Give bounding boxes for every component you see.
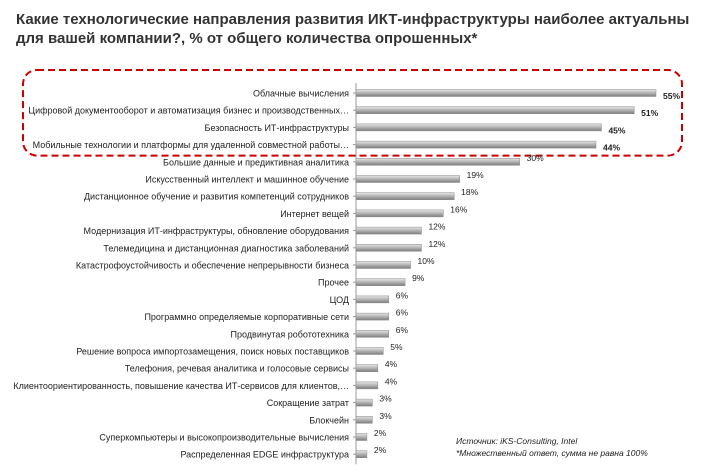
value-label: 19% [467, 170, 484, 180]
bar [355, 209, 444, 218]
value-label: 3% [379, 411, 392, 421]
bar [355, 450, 368, 458]
bar [355, 123, 602, 132]
category-label: Продвинутая робототехника [231, 329, 349, 339]
category-label: ЦОД [330, 295, 349, 305]
bar [355, 278, 406, 286]
value-label: 30% [527, 153, 544, 163]
category-label: Катастрофоустойчивость и обеспечение неп… [76, 261, 349, 271]
value-label: 6% [396, 290, 409, 300]
bar [355, 158, 520, 166]
category-label: Суперкомпьютеры и высокопроизводительные… [99, 433, 349, 443]
bar [355, 330, 389, 338]
bar [355, 226, 422, 235]
category-label: Решение вопроса импортозамещения, поиск … [76, 347, 349, 357]
category-label: Прочее [318, 278, 349, 288]
category-label: Клиентоориентированность, повышение каче… [13, 381, 349, 391]
category-label: Сокращение затрат [267, 398, 349, 408]
bar [355, 140, 597, 149]
value-label: 2% [374, 445, 387, 455]
bar [355, 192, 455, 200]
value-label: 9% [412, 273, 425, 283]
chart-title: Какие технологические направления развит… [16, 11, 690, 47]
value-label: 51% [641, 108, 658, 118]
source-note: Источник: iKS-Consulting, Intel [456, 436, 578, 446]
value-label: 12% [428, 222, 445, 232]
category-label: Интернет вещей [280, 209, 349, 219]
bar [355, 295, 389, 304]
value-label: 45% [608, 125, 625, 135]
bar [355, 261, 411, 269]
footnote: *Множественный ответ, сумма не равна 100… [456, 448, 648, 458]
value-label: 44% [603, 143, 620, 153]
category-label: Большие данные и предиктивная аналитика [163, 157, 349, 167]
bar [355, 433, 368, 441]
value-label: 4% [385, 359, 398, 369]
category-label: Цифровой документооборот и автоматизация… [28, 106, 349, 116]
value-label: 2% [374, 428, 387, 438]
category-label: Безопасность ИТ-инфраструктуры [205, 123, 349, 133]
bar [355, 244, 422, 252]
category-label: Мобильные технологии и платформы для уда… [33, 140, 349, 150]
value-label: 16% [450, 204, 467, 214]
value-label: 12% [428, 239, 445, 249]
value-label: 3% [379, 394, 392, 404]
value-label: 6% [396, 308, 409, 318]
category-label: Искусственный интеллект и машинное обуче… [145, 175, 349, 185]
bar [355, 312, 389, 321]
bar [355, 106, 635, 114]
category-label: Блокчейн [309, 415, 349, 425]
bar [355, 416, 373, 424]
value-label: 5% [390, 342, 403, 352]
bar [355, 175, 460, 183]
bar [355, 89, 657, 97]
bar [355, 347, 384, 355]
category-label: Программно определяемые корпоративные се… [144, 312, 349, 322]
source-notes: Источник: iKS-Consulting, Intel *Множест… [456, 435, 648, 459]
value-label: 4% [385, 376, 398, 386]
value-label: 10% [418, 256, 435, 266]
category-label: Дистанционное обучение и развития компет… [84, 192, 349, 202]
highlight-frame [22, 69, 683, 157]
value-label: 55% [663, 91, 680, 101]
category-label: Распределенная EDGE инфраструктура [180, 450, 349, 460]
category-label: Модернизация ИТ-инфраструктуры, обновлен… [84, 226, 350, 236]
bar [355, 398, 373, 407]
bar [355, 364, 379, 372]
value-label: 18% [461, 187, 478, 197]
category-label: Телемедицина и дистанционная диагностика… [103, 243, 349, 253]
bar [355, 381, 379, 390]
category-label: Телефония, речевая аналитика и голосовые… [125, 364, 349, 374]
category-label: Облачные вычисления [253, 89, 349, 99]
value-label: 6% [396, 325, 409, 335]
